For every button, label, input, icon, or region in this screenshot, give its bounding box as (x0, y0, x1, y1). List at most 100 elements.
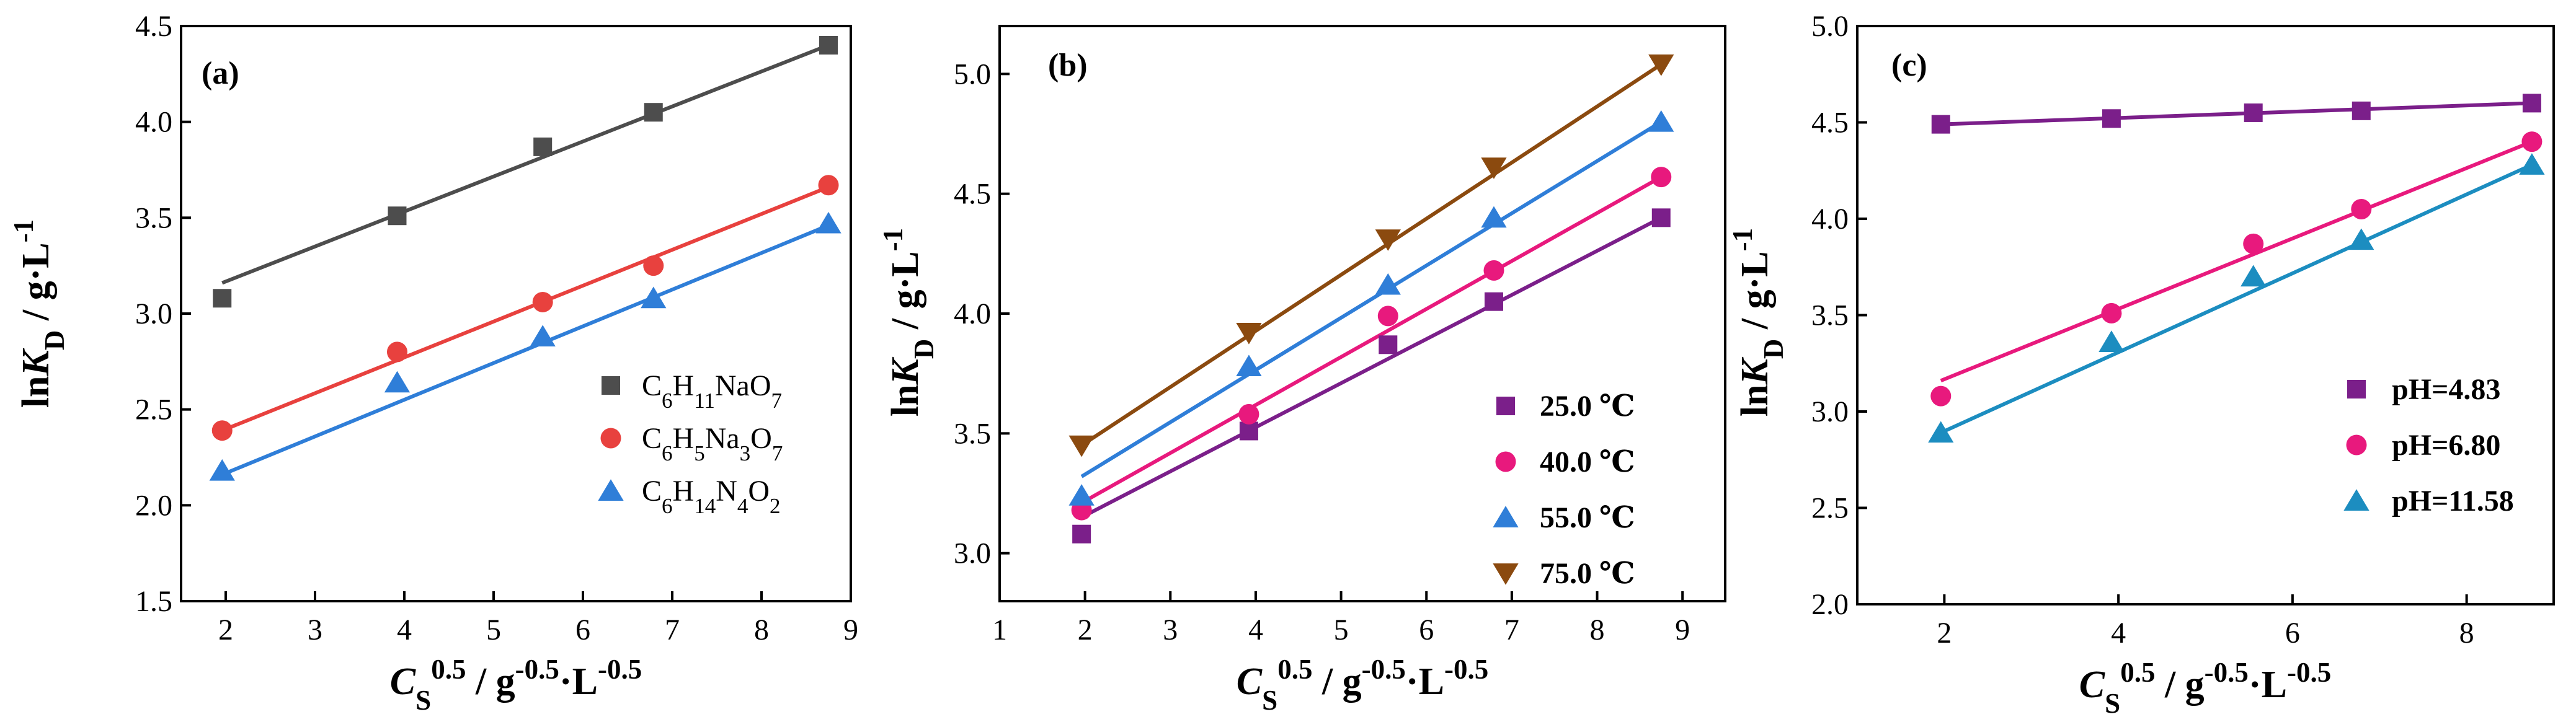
fit-line (1080, 63, 1663, 447)
panel-c: 2 4 6 8 2.0 2.5 3.0 3.5 4.0 4.5 5.0 pH=4.83 pH=6.80 p… (1727, 10, 2555, 719)
panel-label: (b) (1048, 48, 1088, 83)
legend-label: C6H14N4O2 (642, 475, 781, 518)
x-axis-label: CS0.5 / g-0.5·L-0.5 (1237, 654, 1488, 716)
y-tick-label: 3.5 (954, 417, 991, 450)
fit-line (1940, 101, 2533, 126)
y-tick-label: 2.0 (1811, 588, 1849, 621)
data-point (1072, 524, 1091, 544)
y-tick-label: 4.0 (1811, 203, 1849, 236)
x-axis-label: CS0.5 / g-0.5·L-0.5 (2079, 657, 2331, 719)
y-tick-label: 4.0 (954, 297, 991, 330)
data-point (1928, 421, 1954, 443)
fit-line (1080, 175, 1663, 505)
y-tick-label: 2.5 (135, 394, 172, 426)
data-point (1481, 206, 1507, 228)
y-tick-label: 4.5 (1811, 107, 1849, 139)
legend-label: C6H5Na3O7 (642, 422, 783, 465)
x-tick-label: 9 (843, 614, 858, 646)
y-tick-label: 4.5 (135, 10, 172, 43)
data-point (211, 420, 233, 441)
data-point (386, 341, 407, 363)
x-tick-label: 3 (308, 614, 322, 646)
legend-label: 55.0 ℃ (1540, 501, 1635, 534)
fit-line (1940, 163, 2533, 434)
legend-label: C6H11NaO7 (642, 369, 782, 413)
legend-marker (598, 479, 624, 501)
legend-label: pH=4.83 (2392, 373, 2500, 406)
y-tick-label: 3.5 (1811, 299, 1849, 332)
data-point (1483, 260, 1504, 281)
data-point (2102, 109, 2121, 128)
data-point (644, 103, 663, 122)
data-point (1648, 110, 1674, 132)
fit-line (1080, 216, 1663, 519)
y-axis-label: lnKD / g·L-1 (877, 228, 939, 416)
x-tick-label: 5 (486, 614, 501, 646)
data-point (1236, 322, 1262, 345)
data-point (2099, 330, 2125, 352)
fit-line (221, 223, 830, 477)
y-tick-label: 3.0 (135, 297, 172, 330)
x-tick-label: 4 (397, 614, 412, 646)
x-tick-label: 7 (665, 614, 680, 646)
legend-marker (600, 428, 621, 449)
y-tick-label: 1.5 (135, 585, 172, 618)
data-point (1068, 484, 1095, 506)
data-point (1481, 157, 1507, 179)
data-point (2521, 131, 2543, 152)
panel-label: (a) (202, 56, 239, 91)
data-point (388, 206, 407, 226)
data-point (2352, 101, 2371, 120)
y-tick-label: 4.0 (135, 106, 172, 139)
data-point (209, 459, 235, 481)
data-point (1651, 208, 1671, 227)
data-point (818, 175, 839, 196)
fit-line (221, 185, 830, 433)
data-point (819, 35, 838, 55)
data-point (641, 286, 667, 309)
x-tick-label: 7 (1504, 614, 1519, 646)
y-tick-label: 3.0 (1811, 395, 1849, 428)
x-tick-label: 6 (1419, 614, 1434, 646)
x-tick-label: 2 (1078, 614, 1093, 646)
data-point (1379, 335, 1398, 354)
x-tick-label: 4 (2111, 617, 2126, 649)
legend-label: pH=11.58 (2392, 485, 2514, 517)
data-point (1375, 273, 1401, 295)
legend-marker (2346, 434, 2367, 456)
x-tick-label: 6 (2285, 617, 2300, 649)
x-tick-label: 9 (1675, 614, 1690, 646)
data-point (2351, 198, 2372, 219)
data-point (1236, 354, 1262, 377)
data-point (2522, 94, 2541, 113)
y-tick-label: 5.0 (1811, 10, 1849, 43)
y-tick-label: 3.0 (954, 537, 991, 570)
panel-a: 2 3 4 5 6 7 8 9 1.5 2.0 2.5 3.0 3.5 4.0 4.5 C6H11NaO7 C6… (8, 10, 858, 716)
fit-line (221, 43, 830, 285)
data-point (384, 371, 411, 393)
data-point (1931, 115, 1950, 134)
legend-label: pH=6.80 (2392, 429, 2500, 462)
legend-marker (1496, 397, 1515, 415)
x-tick-label: 8 (754, 614, 769, 646)
y-tick-label: 4.5 (954, 178, 991, 211)
data-point (1648, 54, 1674, 76)
data-point (2244, 103, 2263, 122)
data-point (1375, 229, 1401, 251)
x-tick-label: 2 (218, 614, 233, 646)
y-tick-label: 5.0 (954, 58, 991, 90)
x-tick-label: 2 (1937, 617, 1952, 649)
x-tick-label: 3 (1163, 614, 1178, 646)
fit-line (1080, 120, 1663, 478)
x-tick-label: 5 (1334, 614, 1349, 646)
data-point (2519, 153, 2545, 175)
x-tick-label: 8 (2459, 617, 2474, 649)
data-point (815, 211, 842, 234)
data-point (1068, 435, 1095, 457)
legend-label: 40.0 ℃ (1540, 446, 1635, 478)
x-tick-label: 1 (992, 614, 1007, 646)
x-tick-label: 6 (575, 614, 590, 646)
panel-label: (c) (1891, 48, 1927, 83)
data-point (1377, 306, 1398, 327)
